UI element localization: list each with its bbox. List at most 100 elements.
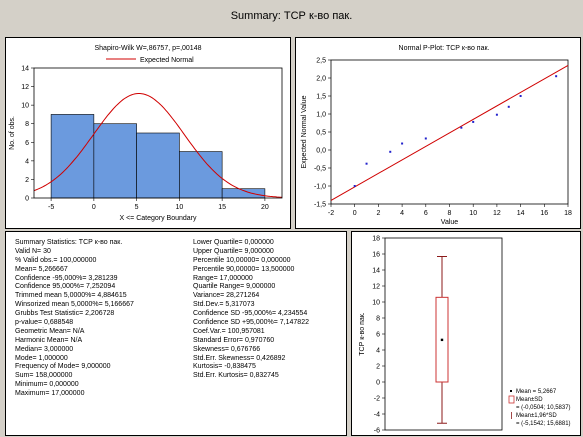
expected-normal-curve bbox=[33, 93, 283, 198]
stats-line: Standard Error= 0,970760 bbox=[193, 336, 275, 344]
pplot-point bbox=[365, 162, 368, 165]
legend-mean-symbol bbox=[510, 390, 512, 392]
stats-right-list: Lower Quartile= 0,000000 Upper Quartile= … bbox=[193, 239, 309, 379]
histogram-y-tick-label: 0 bbox=[25, 196, 29, 203]
pplot-point bbox=[389, 150, 392, 153]
pplot-point bbox=[519, 95, 522, 97]
pplot-x-tick-label: -2 bbox=[328, 210, 334, 217]
pplot-point bbox=[555, 75, 558, 78]
summary-statistics-panel[interactable]: Summary Statistics: ТСР к-во пак. Valid … bbox=[5, 231, 347, 436]
pplot-point bbox=[507, 105, 510, 108]
stats-left-list: Valid N= 30% Valid obs.= 100,000000 Mean=… bbox=[15, 247, 134, 397]
pplot-y-tick-label: -1,5 bbox=[314, 202, 326, 209]
pplot-y-tick-label: 1,0 bbox=[316, 112, 326, 119]
pplot-x-tick-label: 6 bbox=[424, 210, 428, 217]
pplot-y-tick-label: -1,0 bbox=[314, 184, 326, 191]
boxplot-y-tick-label: 12 bbox=[372, 284, 380, 291]
histogram-y-tick-label: 8 bbox=[25, 121, 29, 128]
boxplot-panel[interactable]: -6 -4 -2 0 2 4 6 8 10 12 14 16 18 ТСР к-во пак. Mean =… bbox=[351, 231, 581, 436]
boxplot-y-tick-label: 2 bbox=[376, 364, 380, 371]
histogram-bar bbox=[50, 114, 95, 199]
stats-line: Winsorized mean 5,0000%= 5,166667 bbox=[15, 301, 134, 309]
pplot-plot-frame bbox=[330, 59, 569, 205]
histogram-y-tick-label: 4 bbox=[25, 158, 29, 165]
histogram-y-tick-label: 12 bbox=[21, 84, 29, 91]
stats-line: % Valid obs.= 100,000000 bbox=[15, 256, 97, 264]
pplot-point bbox=[460, 126, 463, 129]
legend-box-symbol bbox=[508, 395, 515, 404]
pplot-reference-line bbox=[330, 64, 569, 201]
page-title: Summary: ТСР к-во пак. bbox=[230, 10, 353, 22]
stats-line: Std.Dev.= 5,317073 bbox=[193, 301, 255, 309]
boxplot-y-tick-label: 18 bbox=[372, 236, 380, 243]
normal-pplot-panel[interactable]: Normal P-Plot: ТСР к-во пак. -2 0 2 4 6 8 10 12 1… bbox=[295, 37, 581, 229]
legend-label-expected-normal: Expected Normal bbox=[140, 57, 194, 64]
boxplot-y-tick-label: 8 bbox=[376, 316, 380, 323]
stats-line: Median= 3,000000 bbox=[15, 345, 74, 353]
histogram-x-tick-label: -5 bbox=[48, 204, 54, 211]
pplot-point bbox=[472, 120, 475, 123]
stats-line: Confidence 95,000%= 7,252094 bbox=[15, 283, 116, 291]
histogram-x-tick-label: 20 bbox=[261, 204, 269, 211]
histogram-x-tick-label: 5 bbox=[135, 204, 139, 211]
pplot-y-tick-label: 2,0 bbox=[316, 76, 326, 83]
legend-mean-label: Mean = 5,2667 bbox=[516, 389, 557, 395]
legend-whisker-range: = (-5,1542; 15,6881) bbox=[516, 421, 571, 427]
stats-line: Variance= 28,271264 bbox=[193, 292, 260, 300]
histogram-x-axis-label: X <= Category Boundary bbox=[119, 215, 197, 222]
stats-line: Percentile 90,00000= 13,500000 bbox=[193, 265, 295, 273]
pplot-x-axis-label: Value bbox=[441, 219, 458, 226]
pplot-y-tick-label: 0,5 bbox=[316, 130, 326, 137]
stats-line: Range= 17,000000 bbox=[193, 274, 253, 282]
stats-line: Confidence SD -95,000%= 4,234554 bbox=[193, 310, 308, 318]
pplot-point bbox=[401, 142, 404, 145]
histogram-y-tick-label: 14 bbox=[21, 66, 29, 73]
boxplot-y-tick-label: 16 bbox=[372, 252, 380, 259]
legend-box-label: Mean±SD bbox=[516, 397, 543, 403]
boxplot-y-tick-label: -6 bbox=[374, 428, 380, 435]
pplot-title: Normal P-Plot: ТСР к-во пак. bbox=[399, 45, 490, 52]
pplot-y-tick-label: 2,5 bbox=[316, 58, 326, 65]
stats-left-column: Summary Statistics: ТСР к-во пак. Valid … bbox=[15, 239, 134, 397]
stats-line: Sum= 158,000000 bbox=[15, 372, 73, 380]
stats-line: Valid N= 30 bbox=[15, 247, 51, 255]
stats-line: Confidence SD +95,000%= 7,147822 bbox=[193, 319, 309, 327]
normal-pplot-chart: Normal P-Plot: ТСР к-во пак. -2 0 2 4 6 8 10 12 1… bbox=[301, 45, 572, 226]
pplot-y-tick-label: 1,5 bbox=[316, 94, 326, 101]
histogram-panel[interactable]: Shapiro-Wilk W=,86757, p=,00148 Expected … bbox=[5, 37, 291, 229]
histogram-x-tick-label: 0 bbox=[92, 204, 96, 211]
stats-line: Quartile Range= 9,000000 bbox=[193, 283, 276, 291]
pplot-x-tick-label: 10 bbox=[469, 210, 477, 217]
pplot-x-tick-label: 16 bbox=[540, 210, 548, 217]
stats-line: Upper Quartile= 9,000000 bbox=[193, 247, 274, 255]
histogram-x-tick-label: 15 bbox=[218, 204, 226, 211]
boxplot-y-tick-label: 14 bbox=[372, 268, 380, 275]
boxplot-y-axis-label: ТСР к-во пак. bbox=[359, 312, 366, 356]
histogram-y-tick-label: 6 bbox=[25, 140, 29, 147]
histogram-bar bbox=[136, 132, 180, 199]
boxplot-y-tick-label: -4 bbox=[374, 412, 380, 419]
stats-line: Percentile 10,00000= 0,000000 bbox=[193, 256, 291, 264]
stats-line: Harmonic Mean= N/A bbox=[15, 336, 83, 344]
stats-line: Lower Quartile= 0,000000 bbox=[193, 239, 274, 246]
pplot-y-tick-label: 0,0 bbox=[316, 148, 326, 155]
boxplot-y-tick-label: 0 bbox=[376, 380, 380, 387]
pplot-x-tick-label: 14 bbox=[517, 210, 525, 217]
pplot-y-tick-label: -0,5 bbox=[314, 166, 326, 173]
stats-line: Maximum= 17,000000 bbox=[15, 390, 85, 398]
pplot-x-tick-label: 0 bbox=[353, 210, 357, 217]
pplot-point bbox=[495, 113, 498, 116]
pplot-y-axis-label: Expected Normal Value bbox=[301, 95, 308, 168]
boxplot-chart: -6 -4 -2 0 2 4 6 8 10 12 14 16 18 ТСР к-во пак. Mean =… bbox=[359, 236, 571, 435]
histogram-chart: Shapiro-Wilk W=,86757, p=,00148 Expected … bbox=[9, 45, 283, 222]
boxplot-y-tick-label: 6 bbox=[376, 332, 380, 339]
histogram-bar bbox=[93, 123, 137, 199]
stats-line: Frequency of Mode= 9,000000 bbox=[15, 363, 111, 371]
legend-box-range: = (-0,0504; 10,5837) bbox=[516, 405, 571, 411]
stats-line: p-value= 0,688548 bbox=[15, 319, 74, 327]
stats-line: Std.Err. Skewness= 0,426892 bbox=[193, 354, 286, 362]
stats-line: Confidence -95,000%= 3,281239 bbox=[15, 274, 118, 282]
histogram-y-tick-label: 2 bbox=[25, 177, 29, 184]
boxplot-y-tick-label: -2 bbox=[374, 396, 380, 403]
pplot-x-tick-label: 8 bbox=[448, 210, 452, 217]
